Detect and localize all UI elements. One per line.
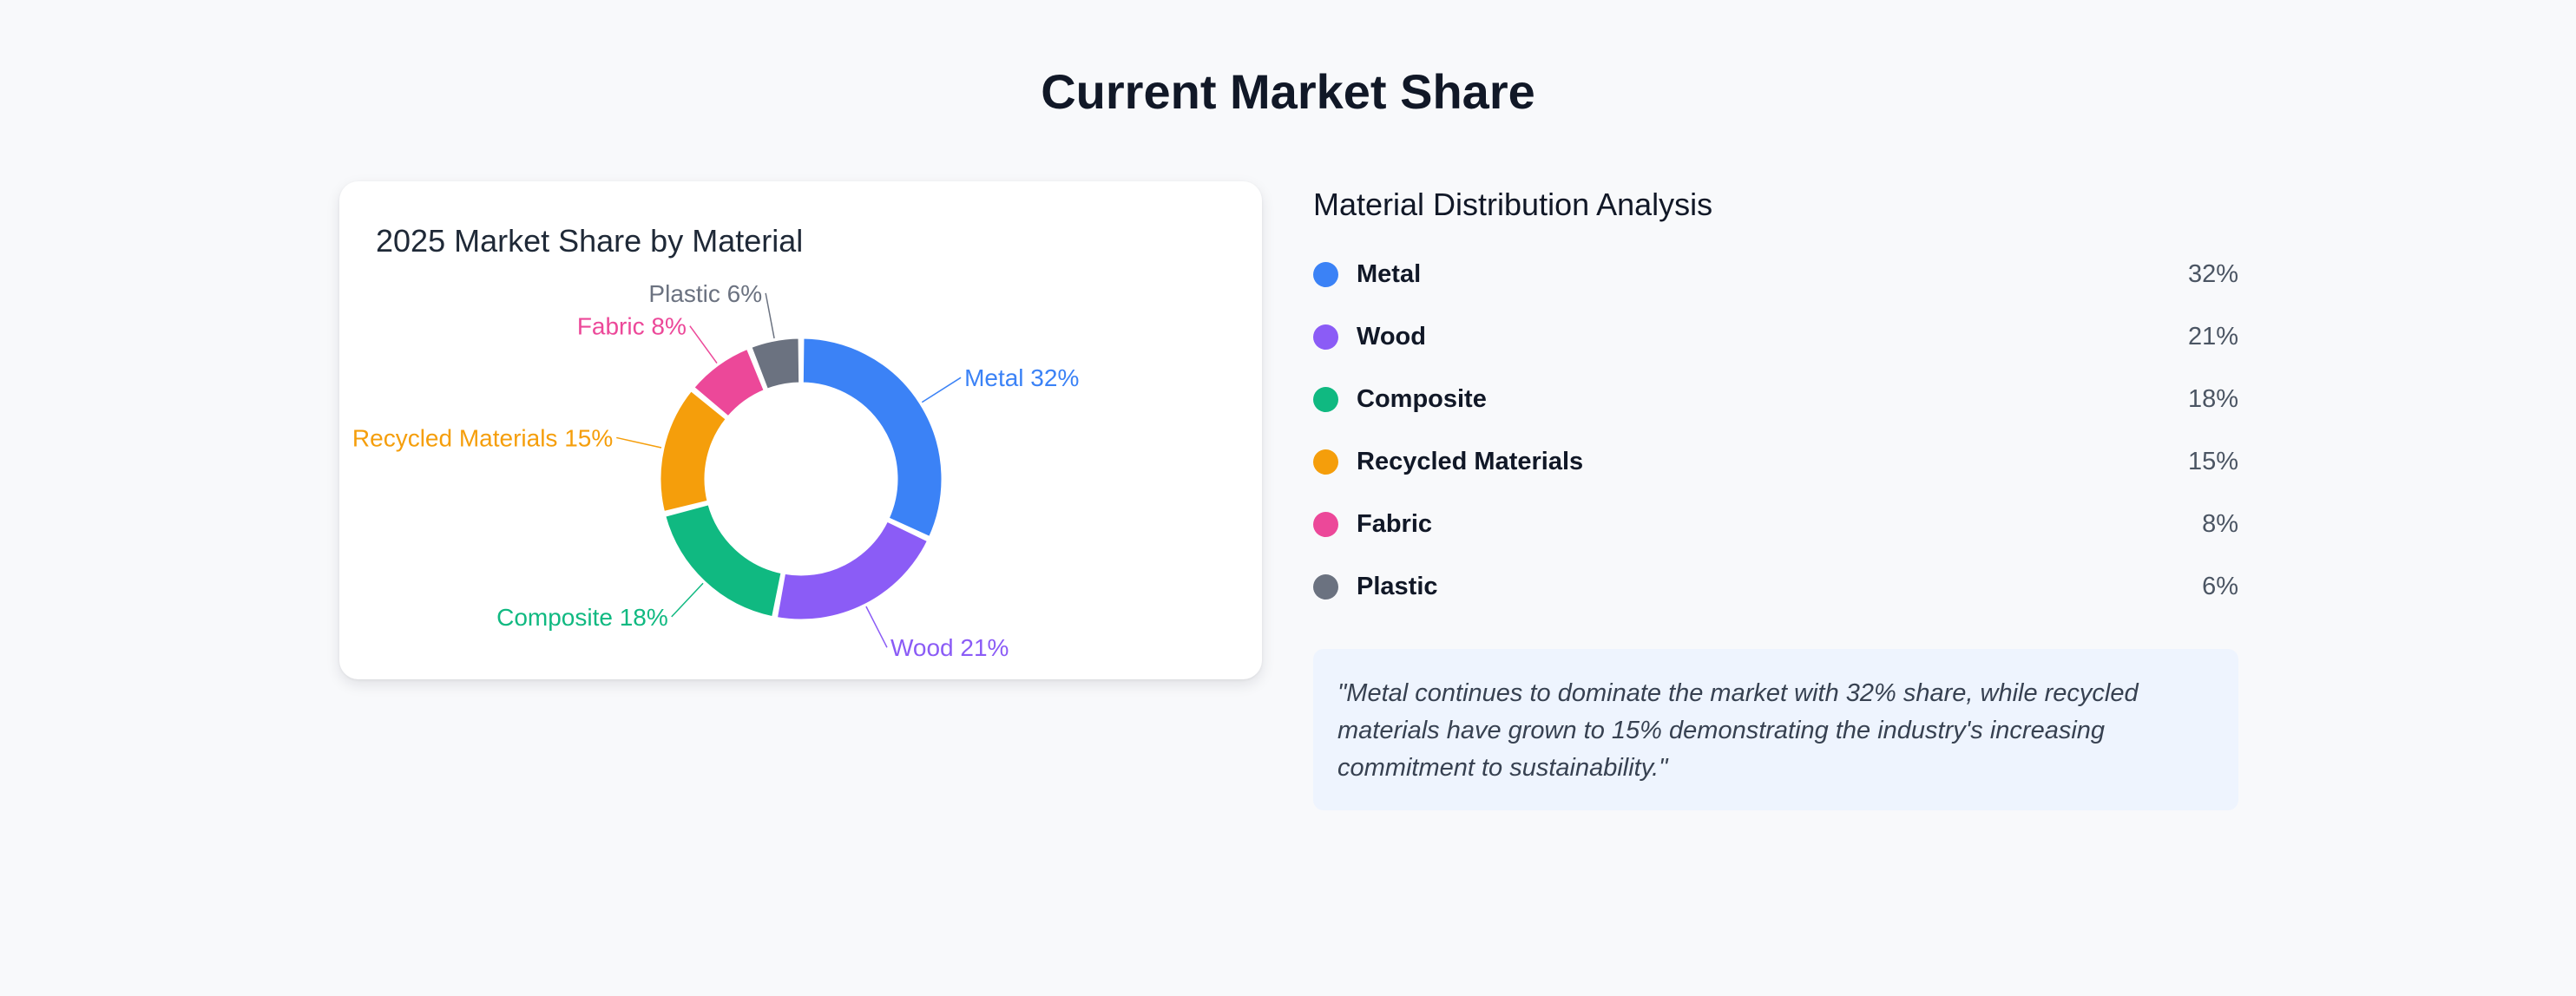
color-dot: [1313, 386, 1338, 412]
leader-line-metal: [921, 377, 962, 403]
slice-metal[interactable]: [800, 336, 944, 540]
material-item-recycled-materials: Recycled Materials 15%: [1313, 430, 2238, 493]
color-dot: [1313, 449, 1338, 475]
insight-quote: "Metal continues to dominate the market …: [1337, 679, 2139, 782]
data-label-fabric: Fabric 8%: [577, 313, 687, 340]
page-title: Current Market Share: [1041, 64, 1535, 119]
slice-wood[interactable]: [774, 519, 930, 622]
leader-line-composite: [671, 582, 704, 618]
material-share: 32%: [2187, 259, 2238, 288]
material-item-wood: Wood 21%: [1313, 305, 2238, 368]
color-dot: [1313, 261, 1338, 287]
material-name: Plastic: [1357, 572, 1438, 600]
data-label-wood: Wood 21%: [890, 634, 1009, 661]
material-name: Composite: [1357, 384, 1487, 413]
material-share: 21%: [2187, 322, 2238, 351]
chart-card: 2025 Market Share by Material Metal 32% W…: [339, 181, 1262, 679]
material-item-composite: Composite 18%: [1313, 368, 2238, 430]
data-label-metal: Metal 32%: [964, 364, 1079, 391]
slice-recycled-materials[interactable]: [658, 388, 729, 514]
slice-plastic[interactable]: [748, 336, 802, 392]
leader-line-plastic: [765, 292, 775, 339]
data-label-plastic: Plastic 6%: [648, 280, 762, 307]
donut-chart: Metal 32% Wood 21% Composite 18% Recycled M…: [352, 280, 1079, 661]
slice-fabric[interactable]: [691, 346, 767, 419]
color-dot: [1313, 511, 1338, 537]
color-dot: [1313, 573, 1338, 600]
data-label-composite: Composite 18%: [496, 604, 668, 631]
material-list: Metal 32% Wood 21% Composite 18% Recycle…: [1313, 243, 2238, 618]
leader-line-recycled-materials: [616, 436, 662, 449]
leader-line-wood: [865, 606, 888, 648]
material-share: 6%: [2202, 572, 2238, 600]
material-item-fabric: Fabric 8%: [1313, 493, 2238, 555]
leader-line-fabric: [689, 325, 718, 364]
data-label-recycled-materials: Recycled Materials 15%: [352, 424, 613, 451]
material-share: 8%: [2202, 509, 2238, 538]
color-dot: [1313, 324, 1338, 350]
material-name: Recycled Materials: [1357, 447, 1584, 475]
material-name: Metal: [1357, 259, 1422, 288]
analysis-title: Material Distribution Analysis: [1313, 187, 1713, 222]
material-item-plastic: Plastic 6%: [1313, 555, 2238, 618]
material-share: 18%: [2187, 384, 2238, 413]
slice-composite[interactable]: [662, 501, 784, 619]
insight-quote-box: "Metal continues to dominate the market …: [1313, 649, 2238, 810]
material-share: 15%: [2187, 447, 2238, 475]
material-name: Fabric: [1357, 509, 1433, 538]
material-item-metal: Metal 32%: [1313, 243, 2238, 305]
chart-title: 2025 Market Share by Material: [376, 223, 804, 259]
material-name: Wood: [1357, 322, 1426, 351]
